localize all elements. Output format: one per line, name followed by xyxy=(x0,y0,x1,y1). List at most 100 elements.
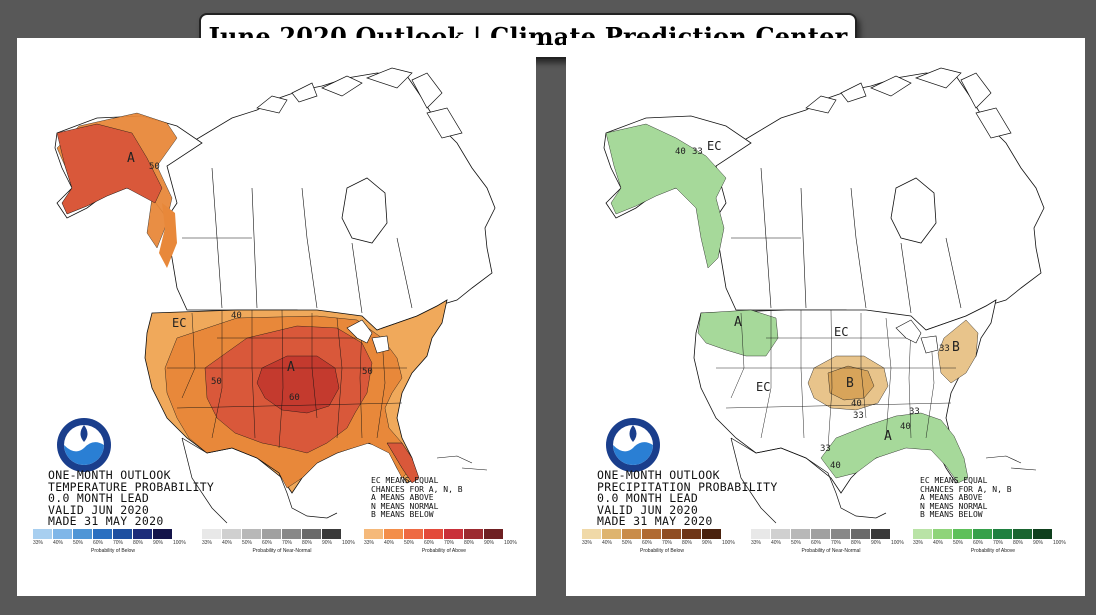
temperature-map: A 50 EC 40 50 50 60 A xyxy=(54,67,496,524)
legend-tick-7: 100% xyxy=(722,540,735,546)
legend-swatch-4 xyxy=(113,529,133,539)
legend-swatch-5 xyxy=(851,529,871,539)
legend-tick-4: 70% xyxy=(444,540,455,546)
label-central-b: B xyxy=(846,376,854,391)
label-alaska-50: 50 xyxy=(149,162,160,172)
legend-normal-ticks: 33% 40% 50% 60% 70% 80% 90% 100% xyxy=(202,540,362,546)
label-contour-50-west: 50 xyxy=(211,377,222,387)
label-contour-50-east: 50 xyxy=(362,367,373,377)
legend-swatch-5 xyxy=(464,529,484,539)
legend-swatch-4 xyxy=(662,529,682,539)
legend-tick-3: 60% xyxy=(642,540,653,546)
legend-swatch-0 xyxy=(751,529,771,539)
legend-above-swatches xyxy=(364,529,524,539)
legend-swatch-5 xyxy=(302,529,322,539)
legend-tick-0: 33% xyxy=(582,540,593,546)
legend-tick-6: 90% xyxy=(871,540,882,546)
label-south-33-top: 33 xyxy=(909,407,920,417)
legend-tick-6: 90% xyxy=(484,540,495,546)
legend-swatch-3 xyxy=(973,529,993,539)
legend-swatch-6 xyxy=(1033,529,1053,539)
caribbean xyxy=(985,455,1037,471)
legend-tick-1: 40% xyxy=(384,540,395,546)
temperature-legend: 33% 40% 50% 60% 70% 80% 90% 100% Probability of… xyxy=(17,529,536,559)
ec-note-1: EC MEANS EQUAL xyxy=(371,476,439,485)
legend-above-ticks: 33% 40% 50% 60% 70% 80% 90% 100% xyxy=(913,540,1073,546)
ec-note-2: CHANCES FOR A, N, B xyxy=(371,484,463,494)
legend-tick-6: 90% xyxy=(322,540,333,546)
legend-tick-1: 40% xyxy=(933,540,944,546)
legend-normal-title: Probability of Near-Normal xyxy=(801,548,861,554)
legend-swatch-6 xyxy=(484,529,504,539)
precipitation-map: 40 33 EC A EC EC B 40 33 33 B 33 A 40 33… xyxy=(603,67,1045,524)
legend-tick-5: 80% xyxy=(302,540,313,546)
label-south-40-east: 40 xyxy=(900,422,911,432)
legend-tick-0: 33% xyxy=(913,540,924,546)
legend-tick-1: 40% xyxy=(771,540,782,546)
legend-tick-6: 90% xyxy=(702,540,713,546)
legend-swatch-1 xyxy=(602,529,622,539)
legend-above-title: Probability of Above xyxy=(970,548,1016,554)
label-ec-west: EC xyxy=(756,380,770,394)
legend-swatch-3 xyxy=(93,529,113,539)
ec-note-3: A MEANS ABOVE xyxy=(920,493,983,502)
great-lakes xyxy=(346,319,390,354)
legend-tick-3: 60% xyxy=(424,540,435,546)
legend-below: 33% 40% 50% 60% 70% 80% 90% 100% Probability of… xyxy=(582,529,742,554)
noaa-logo xyxy=(604,416,662,479)
info-line-3: 0.0 MONTH LEAD xyxy=(48,491,150,505)
legend-tick-4: 70% xyxy=(662,540,673,546)
legend-swatch-5 xyxy=(1013,529,1033,539)
legend-tick-4: 70% xyxy=(831,540,842,546)
ec-note-1: EC MEANS EQUAL xyxy=(920,476,988,485)
legend-swatch-6 xyxy=(702,529,722,539)
alaska-above-50 xyxy=(56,123,163,215)
legend-swatch-1 xyxy=(53,529,73,539)
legend-swatch-3 xyxy=(262,529,282,539)
info-line-5: MADE 31 MAY 2020 xyxy=(48,514,164,528)
legend-swatch-0 xyxy=(202,529,222,539)
legend-swatch-6 xyxy=(871,529,891,539)
legend-swatch-2 xyxy=(242,529,262,539)
ec-note-5: B MEANS BELOW xyxy=(920,510,983,519)
central-precip-below-40 xyxy=(827,365,875,401)
arctic-islands xyxy=(805,67,1012,139)
south-precip-above xyxy=(820,412,969,484)
legend-swatch-2 xyxy=(622,529,642,539)
legend-swatch-6 xyxy=(153,529,173,539)
info-line-4: VALID JUN 2020 xyxy=(597,502,699,517)
ec-note-5: B MEANS BELOW xyxy=(371,510,434,519)
legend-tick-5: 80% xyxy=(682,540,693,546)
arctic-islands xyxy=(256,67,463,139)
label-central-40: 40 xyxy=(851,399,862,409)
legend-swatch-6 xyxy=(322,529,342,539)
precipitation-info-block: ONE-MONTH OUTLOOK PRECIPITATION PROBABILI… xyxy=(597,468,778,528)
label-nw-a: A xyxy=(734,315,742,330)
legend-swatch-0 xyxy=(364,529,384,539)
legend-normal-ticks: 33% 40% 50% 60% 70% 80% 90% 100% xyxy=(751,540,911,546)
legend-below-swatches xyxy=(33,529,193,539)
mexico-outline xyxy=(181,437,338,524)
legend-tick-3: 60% xyxy=(93,540,104,546)
legend-tick-1: 40% xyxy=(222,540,233,546)
legend-below-swatches xyxy=(582,529,742,539)
info-line-1: ONE-MONTH OUTLOOK xyxy=(597,468,720,482)
legend-tick-7: 100% xyxy=(891,540,904,546)
legend-swatch-1 xyxy=(933,529,953,539)
info-line-4: VALID JUN 2020 xyxy=(48,502,150,517)
label-east-33: 33 xyxy=(939,344,950,354)
legend-below-title: Probability of Below xyxy=(91,548,135,554)
label-alaska-33: 33 xyxy=(692,147,703,157)
label-alaska-ec: EC xyxy=(707,139,721,153)
legend-swatch-1 xyxy=(222,529,242,539)
temperature-info-block: ONE-MONTH OUTLOOK TEMPERATURE PROBABILITY… xyxy=(48,469,214,528)
us-state-lines xyxy=(716,309,956,449)
legend-tick-6: 90% xyxy=(153,540,164,546)
label-east-b: B xyxy=(952,340,960,355)
legend-tick-1: 40% xyxy=(602,540,613,546)
info-line-5: MADE 31 MAY 2020 xyxy=(597,514,713,528)
legend-below-title: Probability of Below xyxy=(640,548,684,554)
legend-normal: 33% 40% 50% 60% 70% 80% 90% 100% Probability of… xyxy=(202,529,362,554)
legend-tick-0: 33% xyxy=(33,540,44,546)
